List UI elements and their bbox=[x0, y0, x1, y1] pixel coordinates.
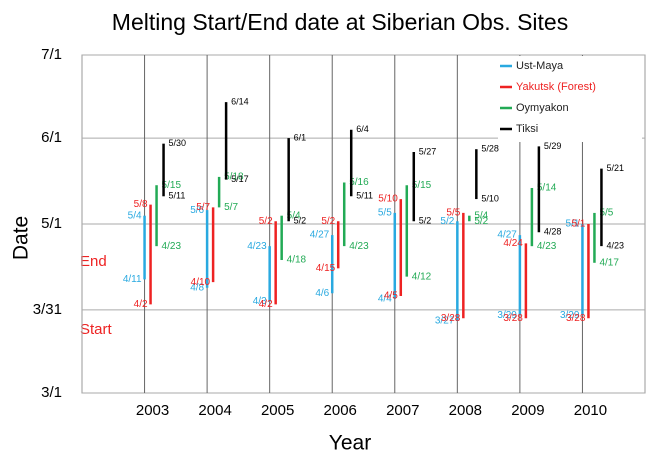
end-label: 5/2 bbox=[440, 216, 454, 227]
legend-label: Oymyakon bbox=[516, 102, 569, 114]
end-label: 5/16 bbox=[349, 177, 369, 188]
legend bbox=[498, 56, 642, 142]
legend-label: Tiksi bbox=[516, 123, 538, 135]
start-label: 4/23 bbox=[349, 241, 369, 252]
start-label: 5/2 bbox=[419, 216, 432, 226]
end-label: 5/28 bbox=[481, 144, 499, 154]
end-label: 5/10 bbox=[378, 194, 398, 205]
x-tick-label: 2010 bbox=[574, 402, 607, 419]
start-label: 3/27 bbox=[435, 316, 455, 327]
x-tick-label: 2006 bbox=[324, 402, 357, 419]
end-label: 5/4 bbox=[128, 210, 142, 221]
end-label: 5/15 bbox=[162, 180, 182, 191]
start-label: 3/28 bbox=[566, 313, 586, 324]
end-label: 5/15 bbox=[412, 180, 432, 191]
end-label: 5/4 bbox=[287, 210, 301, 221]
start-label: 4/17 bbox=[599, 257, 619, 268]
start-label: 5/7 bbox=[224, 202, 238, 213]
x-tick-label: 2004 bbox=[198, 402, 231, 419]
y-tick-label: 6/1 bbox=[41, 129, 62, 146]
x-tick-label: 2008 bbox=[449, 402, 482, 419]
end-label: 5/29 bbox=[544, 141, 562, 151]
start-label: 4/23 bbox=[606, 241, 624, 251]
start-label: 4/12 bbox=[412, 271, 432, 282]
end-label: 5/1 bbox=[566, 219, 580, 230]
end-label: 5/21 bbox=[606, 163, 624, 173]
start-label: 3/28 bbox=[441, 313, 461, 324]
annotation: End bbox=[80, 253, 107, 270]
start-label: 4/6 bbox=[315, 288, 329, 299]
start-label: 5/2 bbox=[474, 216, 488, 227]
start-label: 3/29 bbox=[497, 310, 517, 321]
start-label: 4/2 bbox=[259, 299, 273, 310]
end-label: 6/4 bbox=[356, 124, 369, 134]
start-label: 3/29 bbox=[560, 310, 580, 321]
end-label: 6/14 bbox=[231, 96, 249, 106]
end-label: 5/7 bbox=[196, 202, 210, 213]
start-label: 4/11 bbox=[123, 274, 142, 285]
end-label: 5/14 bbox=[537, 183, 557, 194]
start-label: 5/10 bbox=[481, 193, 499, 203]
start-label: 4/2 bbox=[134, 299, 148, 310]
y-axis-label: Date bbox=[10, 216, 33, 260]
end-label: 4/24 bbox=[503, 238, 523, 249]
start-label: 3/28 bbox=[503, 313, 523, 324]
y-tick-label: 3/31 bbox=[33, 301, 62, 318]
start-label: 5/11 bbox=[356, 191, 373, 201]
end-label: 5/18 bbox=[224, 172, 244, 183]
end-label: 5/5 bbox=[599, 208, 613, 219]
end-label: 5/4 bbox=[474, 210, 488, 221]
start-label: 4/15 bbox=[316, 263, 336, 274]
end-label: 5/5 bbox=[446, 208, 460, 219]
x-tick-label: 2005 bbox=[261, 402, 294, 419]
end-label: 4/27 bbox=[310, 230, 330, 241]
end-label: 6/1 bbox=[294, 132, 307, 142]
start-label: 4/18 bbox=[287, 255, 307, 266]
end-label: 5/5 bbox=[378, 208, 392, 219]
start-label: 4/3 bbox=[253, 296, 267, 307]
start-label: 4/5 bbox=[384, 291, 398, 302]
start-label: 4/23 bbox=[162, 241, 182, 252]
chart-title: Melting Start/End date at Siberian Obs. … bbox=[112, 9, 568, 35]
start-label: 4/23 bbox=[537, 241, 557, 252]
x-tick-label: 2009 bbox=[511, 402, 544, 419]
end-label: 4/27 bbox=[497, 230, 517, 241]
end-label: 4/23 bbox=[247, 241, 267, 252]
y-tick-label: 5/1 bbox=[41, 215, 62, 232]
y-tick-label: 7/1 bbox=[41, 46, 62, 63]
start-label: 4/8 bbox=[190, 282, 204, 293]
start-label: 4/10 bbox=[191, 277, 211, 288]
start-label: 4/28 bbox=[544, 227, 562, 237]
end-label: 5/2 bbox=[321, 216, 335, 227]
annotation: Start bbox=[80, 321, 113, 338]
x-axis-label: Year bbox=[329, 432, 371, 455]
x-tick-label: 2007 bbox=[386, 402, 419, 419]
end-label: 5/8 bbox=[134, 199, 148, 210]
end-label: 5/2 bbox=[259, 216, 273, 227]
end-label: 5/1 bbox=[572, 219, 586, 230]
end-label: 5/30 bbox=[169, 138, 187, 148]
x-tick-label: 2003 bbox=[136, 402, 169, 419]
end-label: 5/6 bbox=[190, 205, 204, 216]
y-tick-label: 3/1 bbox=[41, 384, 62, 401]
start-label: 5/17 bbox=[231, 174, 249, 184]
start-label: 5/11 bbox=[169, 191, 186, 201]
legend-label: Ust-Maya bbox=[516, 60, 564, 72]
start-label: 4/4 bbox=[378, 293, 392, 304]
legend-label: Yakutsk (Forest) bbox=[516, 81, 596, 93]
end-label: 5/27 bbox=[419, 146, 437, 156]
start-label: 5/2 bbox=[294, 216, 307, 226]
